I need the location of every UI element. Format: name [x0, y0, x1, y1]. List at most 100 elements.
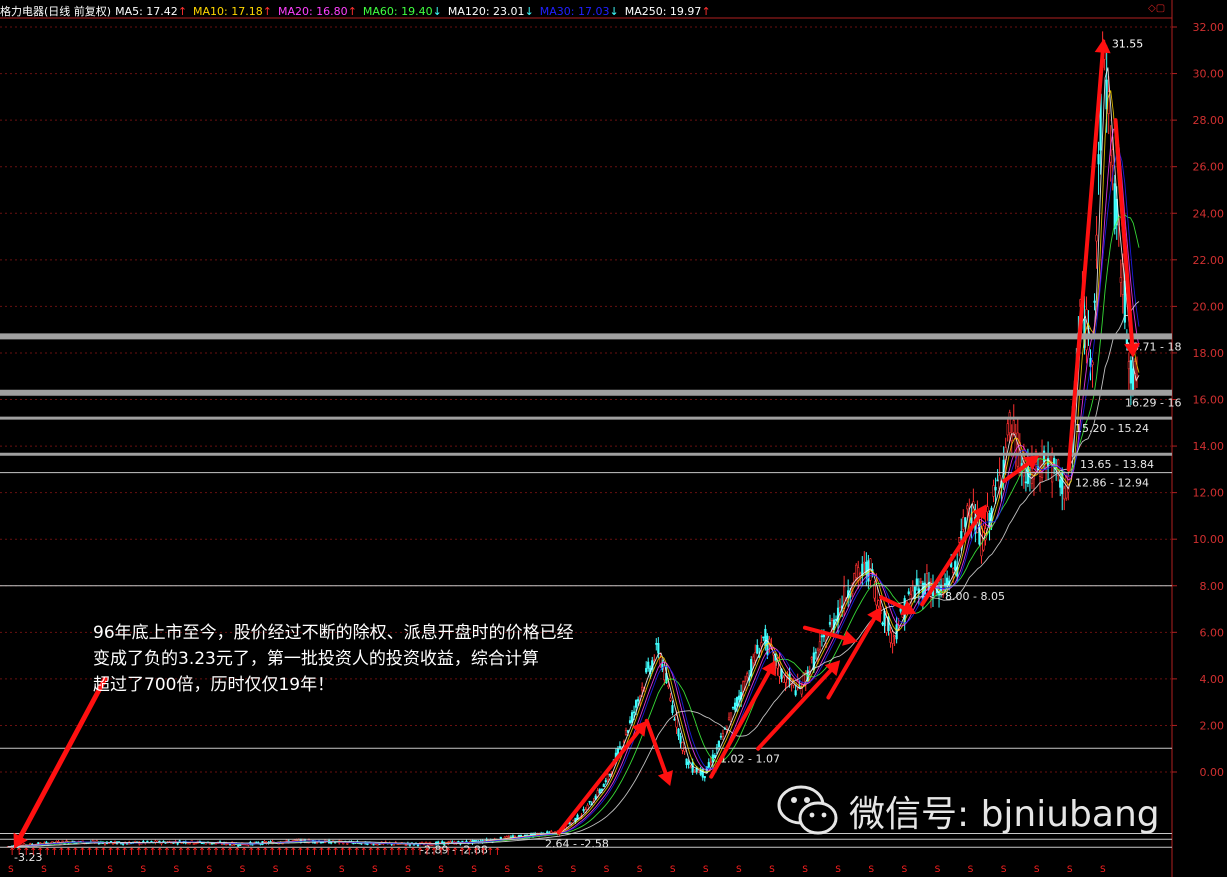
- candle-body: [657, 642, 660, 654]
- candle-body: [1063, 487, 1066, 500]
- candle-body: [891, 631, 894, 644]
- up-arrow-icon: ↑: [347, 4, 357, 18]
- candle-body: [687, 761, 690, 765]
- candle-body: [978, 524, 981, 545]
- wechat-icon: [777, 785, 838, 835]
- dividend-marker: ↑: [226, 847, 234, 858]
- legend-item-0: MA5: 17.42↑: [115, 5, 187, 18]
- annotation-arrow: [18, 676, 108, 839]
- candle-body: [263, 840, 266, 843]
- trend-up-arrow-head: [761, 660, 776, 677]
- candle-body: [210, 842, 214, 845]
- candle-body: [778, 661, 781, 677]
- candle-body: [877, 600, 880, 607]
- candle-body: [960, 531, 963, 539]
- candle-body: [863, 561, 866, 564]
- dividend-marker: ↑: [472, 847, 480, 858]
- candle-body: [996, 479, 999, 482]
- candle-body: [1028, 473, 1032, 476]
- trend-down-arrow: [879, 595, 906, 610]
- dividend-marker: ↑: [437, 847, 445, 858]
- dividend-marker: ↑: [479, 847, 487, 858]
- candle-body: [701, 768, 704, 778]
- trend-down-arrow-head: [1124, 343, 1141, 358]
- candle-body: [954, 561, 957, 571]
- candle-body: [693, 771, 696, 773]
- event-marker: S: [8, 865, 14, 875]
- dividend-marker: ↑: [430, 847, 438, 858]
- dividend-marker: ↑: [128, 847, 136, 858]
- event-marker: S: [769, 865, 775, 875]
- y-tick-label: 18.00: [1193, 347, 1225, 360]
- event-marker: S: [637, 865, 643, 875]
- up-arrow-icon: ↑: [701, 4, 711, 18]
- event-marker: S: [1034, 865, 1040, 875]
- candle-body: [416, 844, 420, 846]
- candle-body: [600, 788, 603, 791]
- support-label: 8.00 - 8.05: [945, 590, 1005, 603]
- candle-body: [632, 711, 636, 714]
- candle-body: [818, 641, 821, 650]
- candle-body: [1053, 457, 1056, 465]
- candle-body: [1091, 361, 1094, 366]
- y-tick-label: 10.00: [1193, 533, 1225, 546]
- candle-body: [865, 561, 868, 575]
- dividend-marker: ↑: [423, 847, 431, 858]
- dividend-marker: ↑: [324, 847, 332, 858]
- candle-body: [61, 840, 64, 843]
- candle-body: [782, 676, 785, 683]
- candle-body: [507, 836, 510, 838]
- candle-body: [404, 844, 407, 846]
- support-label: 15.20 - 15.24: [1075, 422, 1149, 435]
- candle-body: [1129, 360, 1133, 384]
- candle-body: [816, 649, 819, 660]
- candle-body: [1127, 361, 1130, 370]
- trend-down-arrow-head: [842, 630, 858, 646]
- event-marker: S: [471, 865, 477, 875]
- candle-body: [952, 568, 955, 573]
- trend-down-arrow-head: [900, 600, 917, 616]
- event-marker: S: [935, 865, 941, 875]
- dividend-marker: ↑: [57, 847, 65, 858]
- candle-body: [756, 644, 759, 654]
- candle-body: [746, 673, 749, 678]
- candle-body: [461, 840, 464, 843]
- candle-body: [194, 842, 197, 845]
- dividend-marker: ↑: [36, 847, 44, 858]
- candle-body: [717, 740, 721, 747]
- candle-body: [857, 567, 860, 582]
- candle-body: [554, 831, 557, 833]
- trend-up-arrow: [556, 729, 641, 835]
- candle-body: [1093, 300, 1096, 303]
- event-marker: S: [107, 865, 113, 875]
- candle-body: [663, 665, 666, 681]
- y-tick-label: 14.00: [1193, 440, 1225, 453]
- dividend-marker: ↑: [310, 847, 318, 858]
- event-marker: S: [703, 865, 709, 875]
- candle-body: [285, 839, 288, 842]
- candle-body: [994, 486, 997, 491]
- support-label: 1.02 - 1.07: [720, 752, 780, 765]
- candle-body: [1006, 423, 1009, 436]
- legend-item-4: MA120: 23.01↓: [448, 5, 534, 18]
- support-label: 12.86 - 12.94: [1075, 477, 1149, 490]
- candle-body: [925, 573, 929, 585]
- dividend-marker: ↑: [247, 847, 255, 858]
- trend-up-arrow: [709, 670, 771, 779]
- event-marker: S: [604, 865, 610, 875]
- trend-up-arrow-head: [867, 606, 882, 623]
- dividend-marker: ↑: [142, 847, 150, 858]
- candle-body: [689, 766, 692, 769]
- event-marker: S: [41, 865, 47, 875]
- candle-body: [859, 573, 862, 576]
- dividend-marker: ↑: [22, 847, 30, 858]
- candle-body: [1014, 433, 1017, 458]
- event-marker: S: [901, 865, 907, 875]
- candle-body: [1097, 154, 1100, 165]
- dividend-marker: ↑: [85, 847, 93, 858]
- candle-body: [719, 735, 723, 738]
- chart-corner-icons[interactable]: ◇▢: [1148, 3, 1166, 14]
- candle-body: [608, 773, 611, 776]
- candle-body: [641, 686, 644, 691]
